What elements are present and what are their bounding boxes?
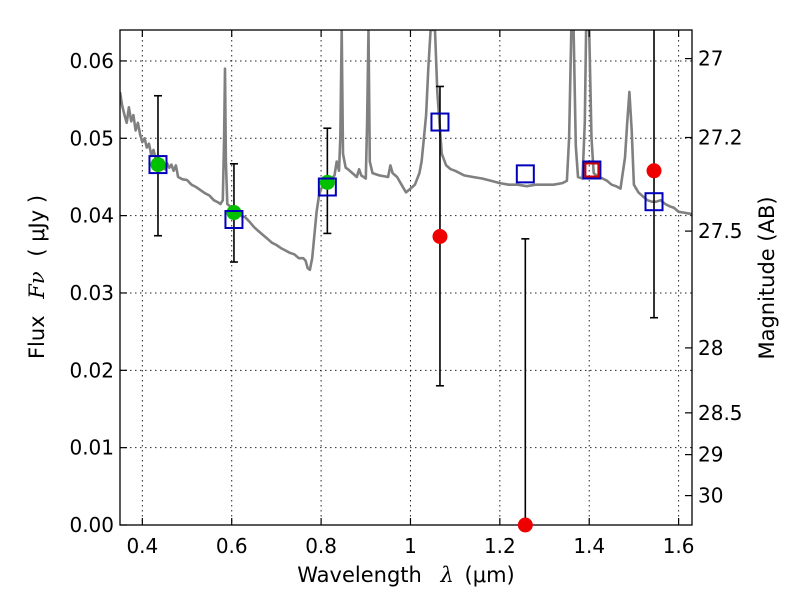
blue-square bbox=[430, 112, 450, 132]
red-point bbox=[646, 163, 662, 179]
green-point bbox=[226, 205, 242, 221]
blue-square bbox=[515, 164, 535, 184]
blue-square bbox=[224, 209, 244, 229]
blue-square bbox=[317, 177, 337, 197]
y-axis-label-symbol: Fν bbox=[25, 271, 49, 300]
green-point bbox=[150, 157, 166, 173]
right-tick-label: 28 bbox=[698, 336, 723, 360]
x-tick-label: 1 bbox=[404, 534, 417, 558]
grid bbox=[120, 30, 692, 526]
red-point bbox=[432, 229, 448, 245]
right-tick-label: 30 bbox=[698, 484, 723, 508]
plot-frame bbox=[119, 29, 693, 526]
x-tick-label: 0.4 bbox=[126, 534, 158, 558]
y-axis-label: Flux Fν ( μJy ) bbox=[25, 195, 49, 359]
y-tick-label: 0.01 bbox=[69, 436, 114, 460]
y-tick-label: 0.05 bbox=[69, 126, 114, 150]
red-point bbox=[517, 517, 533, 533]
y-axis-label-text: Flux bbox=[25, 315, 49, 359]
x-axis-label-text: Wavelength bbox=[297, 563, 422, 587]
x-tick-label: 1.4 bbox=[573, 534, 605, 558]
right-tick-label: 27 bbox=[698, 47, 723, 71]
right-tick-label: 28.5 bbox=[698, 401, 743, 425]
right-tick-label: 29 bbox=[698, 443, 723, 467]
x-tick-label: 0.6 bbox=[216, 534, 248, 558]
right-tick-label: 27.5 bbox=[698, 219, 743, 243]
blue-square bbox=[644, 192, 664, 212]
x-tick-label: 1.6 bbox=[663, 534, 695, 558]
x-tick-label: 0.8 bbox=[305, 534, 337, 558]
plot-area bbox=[120, 30, 692, 272]
right-axis-label: Magnitude (AB) bbox=[755, 196, 779, 359]
y-tick-label: 0.04 bbox=[69, 204, 114, 228]
right-tick-label: 27.2 bbox=[698, 126, 743, 150]
y-tick-label: 0.02 bbox=[69, 358, 114, 382]
y-tick-label: 0.00 bbox=[69, 513, 114, 537]
x-axis-label-symbol: λ bbox=[440, 563, 454, 587]
y-tick-label: 0.03 bbox=[69, 281, 114, 305]
y-tick-label: 0.06 bbox=[69, 49, 114, 73]
blue-square bbox=[582, 160, 602, 180]
x-axis-label: Wavelength λ (μm) bbox=[297, 563, 514, 587]
markers-layer bbox=[148, 30, 664, 533]
green-point bbox=[319, 174, 335, 190]
x-axis-label-unit: (μm) bbox=[465, 563, 515, 587]
blue-square bbox=[148, 155, 168, 175]
model-sed-line bbox=[120, 30, 692, 272]
y-axis-label-unit: ( μJy ) bbox=[25, 195, 49, 257]
axis-ticks bbox=[120, 30, 692, 526]
red-square bbox=[584, 162, 600, 178]
axis-tick-labels: 0.4 0.6 0.8 1 1.2 1.4 1.6 0.00 0.01 0.02 0.03 0.04 0… bbox=[69, 47, 742, 558]
x-tick-label: 1.2 bbox=[484, 534, 516, 558]
